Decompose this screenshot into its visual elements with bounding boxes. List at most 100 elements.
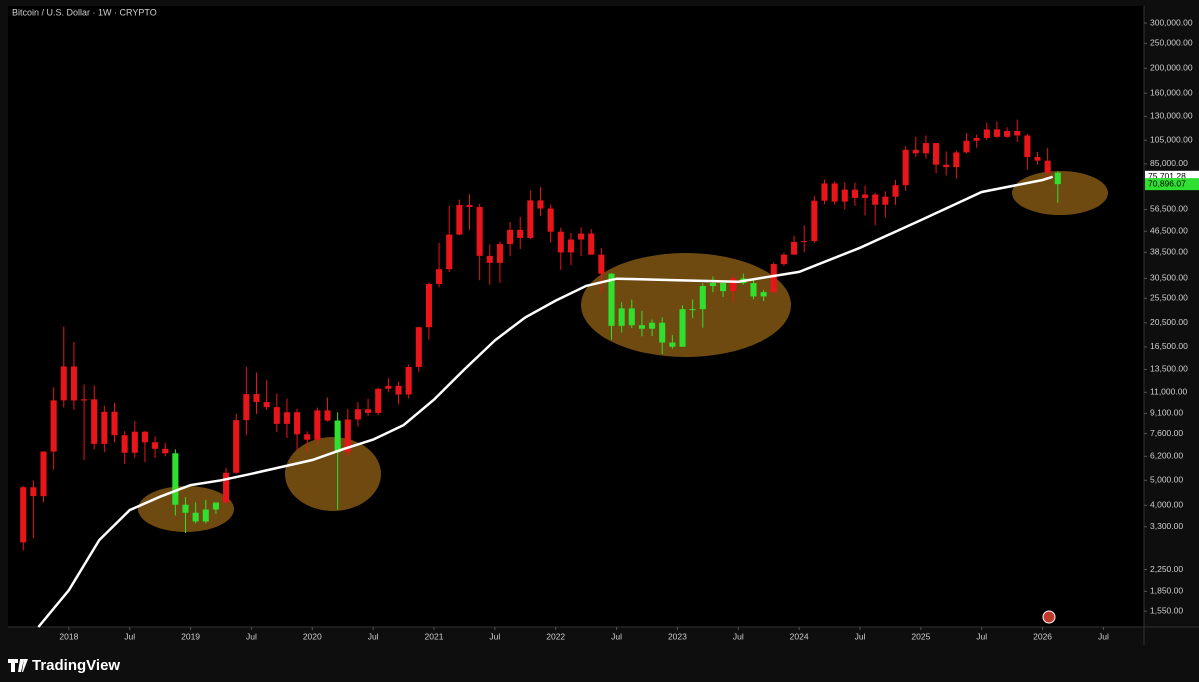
candle-body: [60, 366, 67, 401]
y-tick-label: 11,000.00: [1150, 387, 1187, 397]
candle-body: [131, 431, 138, 453]
x-tick-label: Jul: [855, 631, 866, 641]
candle-body: [557, 231, 564, 253]
candle-body: [314, 410, 321, 440]
candle-body: [243, 394, 250, 421]
candle-body: [669, 342, 676, 347]
candle-body: [273, 407, 280, 424]
candle-body: [588, 233, 595, 255]
event-icon: [1042, 610, 1056, 624]
candle-body: [720, 283, 727, 292]
candle-body: [578, 233, 585, 240]
candle-body: [405, 366, 412, 395]
candle-body: [304, 434, 311, 440]
candle-body: [791, 241, 798, 255]
y-tick-label: 200,000.00: [1150, 63, 1193, 73]
y-tick-label: 46,500.00: [1150, 225, 1188, 235]
candle-body: [709, 283, 716, 287]
candle-body: [20, 487, 27, 543]
highlight: [285, 437, 381, 511]
candle-body: [1014, 131, 1021, 136]
y-tick-label: 3,300.00: [1150, 521, 1183, 531]
moving-average: [37, 175, 1054, 628]
candle-body: [699, 286, 706, 310]
x-tick-label: Jul: [246, 631, 257, 641]
brand-logo: TradingView: [8, 657, 120, 674]
candle-body: [436, 269, 443, 284]
candle-body: [456, 205, 463, 235]
candle-body: [537, 200, 544, 209]
candle-body: [212, 502, 219, 510]
plot-area: [8, 6, 1144, 627]
candle-body: [780, 254, 787, 265]
candle-body: [1024, 135, 1031, 157]
price-label: 70,896.07: [1148, 178, 1186, 188]
candle-body: [608, 273, 615, 326]
brand-icon: [8, 659, 28, 672]
candle-body: [618, 308, 625, 326]
candle-body: [192, 512, 199, 522]
candle-body: [517, 229, 524, 238]
candle-body: [892, 185, 899, 197]
y-tick-label: 105,000.00: [1150, 135, 1193, 145]
candle-body: [466, 205, 473, 208]
candle-body: [953, 152, 960, 168]
candle-body: [344, 419, 351, 453]
candle-body: [821, 183, 828, 201]
candle-body: [385, 385, 392, 389]
candle-body: [496, 244, 503, 263]
candle-body: [202, 509, 209, 522]
candle-body: [902, 149, 909, 186]
y-tick-label: 6,200.00: [1150, 451, 1183, 461]
candle-body: [253, 394, 260, 403]
y-tick-label: 1,850.00: [1150, 586, 1183, 596]
y-tick-label: 300,000.00: [1150, 17, 1193, 27]
candle-body: [70, 366, 77, 401]
candle-body: [507, 229, 514, 245]
marks: [20, 119, 1061, 628]
candle-body: [750, 283, 757, 297]
x-tick-label: Jul: [611, 631, 622, 641]
y-tick-label: 13,500.00: [1150, 364, 1188, 374]
y-tick-label: 38,500.00: [1150, 247, 1188, 257]
candle-body: [679, 309, 686, 347]
x-tick-label: 2024: [790, 631, 809, 641]
candle-body: [81, 399, 88, 401]
candle-body: [446, 234, 453, 270]
candle-body: [162, 448, 169, 454]
candle-body: [547, 208, 554, 232]
x-tick-label: 2018: [59, 631, 78, 641]
candle-body: [912, 149, 919, 154]
candle-body: [152, 442, 159, 449]
y-tick-label: 30,500.00: [1150, 273, 1188, 283]
x-tick-label: Jul: [124, 631, 135, 641]
candle-body: [375, 388, 382, 413]
candle-body: [638, 325, 645, 329]
x-tick-label: 2019: [181, 631, 200, 641]
candle-body: [811, 200, 818, 242]
candle-body: [831, 183, 838, 202]
candle-body: [324, 410, 331, 421]
candle-body: [283, 412, 290, 424]
x-tick-label: Jul: [489, 631, 500, 641]
candle-body: [770, 264, 777, 293]
y-tick-label: 160,000.00: [1150, 87, 1193, 97]
brand-name: TradingView: [32, 657, 120, 674]
y-tick-label: 5,000.00: [1150, 475, 1183, 485]
candle-body: [30, 487, 37, 497]
x-tick-label: 2023: [668, 631, 687, 641]
candle-body: [294, 412, 301, 435]
candle-body: [365, 409, 372, 413]
x-tick-label: 2020: [303, 631, 322, 641]
price-label: 75,701.28: [1148, 171, 1186, 181]
candle-body: [111, 411, 118, 436]
candle-body: [334, 420, 341, 453]
candle-body: [527, 200, 534, 238]
candle-body: [933, 143, 940, 165]
candle-body: [689, 309, 696, 311]
candle-body: [101, 411, 108, 444]
candle-body: [882, 196, 889, 205]
candle-body: [862, 194, 869, 198]
y-tick-label: 85,000.00: [1150, 158, 1188, 168]
y-tick-label: 25,500.00: [1150, 293, 1188, 303]
